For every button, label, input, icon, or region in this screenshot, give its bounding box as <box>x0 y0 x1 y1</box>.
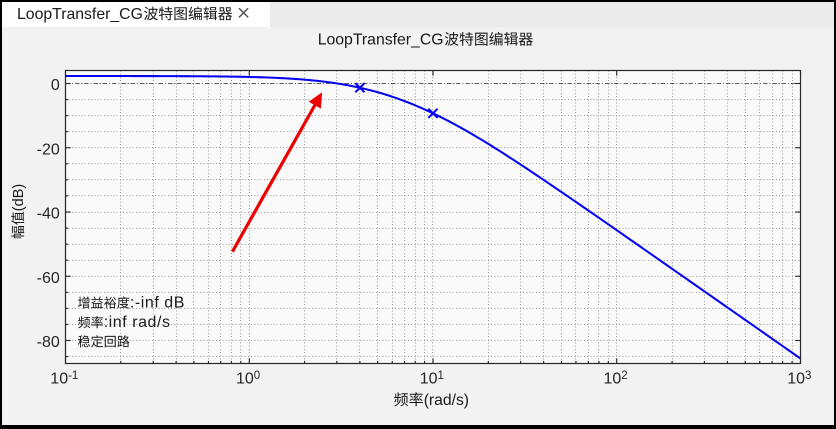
svg-text:10: 10 <box>420 371 438 388</box>
svg-text:-80: -80 <box>37 334 60 351</box>
svg-text:10: 10 <box>787 371 805 388</box>
svg-text:-1: -1 <box>68 370 78 382</box>
svg-text:-60: -60 <box>37 270 60 287</box>
svg-text::-inf dB: :-inf dB <box>130 295 185 312</box>
svg-text:10: 10 <box>236 371 254 388</box>
svg-text:LoopTransfer_CG: LoopTransfer_CG <box>17 6 143 23</box>
svg-text:2: 2 <box>621 370 627 382</box>
svg-text:(rad/s): (rad/s) <box>424 392 469 409</box>
svg-text:-40: -40 <box>37 206 60 223</box>
svg-text:1: 1 <box>438 370 444 382</box>
svg-text:10: 10 <box>50 371 68 388</box>
svg-text:0: 0 <box>254 370 260 382</box>
svg-text:0: 0 <box>51 77 60 94</box>
svg-text:10: 10 <box>604 371 622 388</box>
svg-text:(dB): (dB) <box>11 184 27 211</box>
svg-text:LoopTransfer_CG: LoopTransfer_CG <box>318 32 444 49</box>
svg-text:-20: -20 <box>37 141 60 158</box>
svg-text:3: 3 <box>805 370 811 382</box>
svg-text::inf rad/s: :inf rad/s <box>104 314 171 331</box>
